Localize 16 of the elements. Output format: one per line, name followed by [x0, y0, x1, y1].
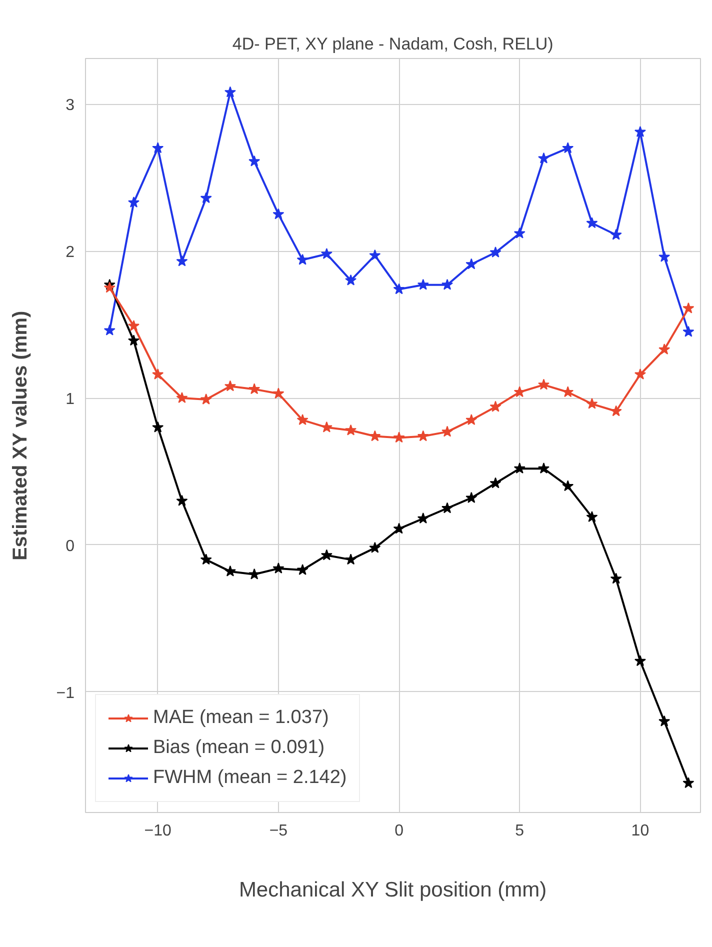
y-axis-title: Estimated XY values (mm) [9, 310, 32, 561]
y-tick-label: −1 [56, 684, 75, 702]
y-tick-label: 2 [66, 244, 75, 262]
y-tick-label: 0 [66, 538, 75, 555]
y-tick-label: 3 [66, 97, 75, 114]
legend-label: Bias (mean = 0.091) [153, 737, 325, 759]
y-tick-label: 1 [66, 391, 75, 408]
chart-title: 4D- PET, XY plane - Nadam, Cosh, RELU) [232, 34, 554, 54]
legend-label: MAE (mean = 1.037) [153, 707, 329, 729]
x-axis-title: Mechanical XY Slit position (mm) [238, 878, 547, 902]
x-tick-label: 10 [631, 822, 650, 840]
x-tick-label: 0 [394, 822, 404, 840]
x-tick-label: 5 [515, 822, 524, 840]
x-tick-label: −10 [144, 822, 172, 840]
legend-label: FWHM (mean = 2.142) [153, 767, 347, 789]
x-tick-label: −5 [269, 822, 288, 840]
